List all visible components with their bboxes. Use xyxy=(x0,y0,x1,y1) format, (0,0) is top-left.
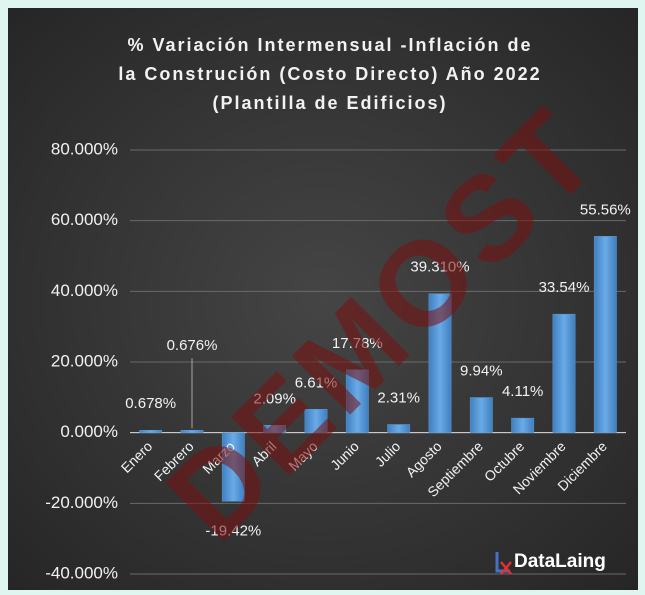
value-label: 9.94% xyxy=(460,363,503,380)
plot-area: -40.000% -20.000% 0.000% 20.000% 40.000% 60.0… xyxy=(45,139,626,582)
value-label: 0.678% xyxy=(125,395,176,412)
y-tick-label: 0.000% xyxy=(60,422,118,441)
bar xyxy=(304,409,328,433)
bar xyxy=(511,417,535,433)
value-label: 0.676% xyxy=(167,337,218,354)
y-tick-label: 80.000% xyxy=(51,139,118,158)
bar xyxy=(345,369,369,433)
bar xyxy=(469,397,493,433)
bar xyxy=(593,236,617,433)
y-tick-label: -20.000% xyxy=(45,493,118,512)
y-tick-label: -40.000% xyxy=(45,563,118,582)
value-label: 6.61% xyxy=(295,374,338,391)
value-label: 2.31% xyxy=(377,389,420,406)
chart-title: (Plantilla de Edificios) xyxy=(212,93,447,113)
logo-icon xyxy=(500,561,512,575)
y-tick-label: 60.000% xyxy=(51,210,118,229)
bar xyxy=(263,425,287,433)
bar xyxy=(180,430,204,433)
y-tick-label: 20.000% xyxy=(51,351,118,370)
logo-icon xyxy=(495,552,510,573)
value-label: 2.09% xyxy=(253,390,296,407)
bar xyxy=(139,430,163,433)
bar xyxy=(552,313,576,433)
bar xyxy=(428,293,452,433)
value-label: -19.42% xyxy=(205,522,261,539)
bar xyxy=(221,432,245,502)
value-label: 17.78% xyxy=(332,335,383,352)
value-label: 4.11% xyxy=(502,383,543,400)
value-label: 55.56% xyxy=(580,201,631,218)
value-label: 39.310% xyxy=(410,259,469,276)
chart-title: % Variación Intermensual -Inflación de xyxy=(127,35,532,55)
chart-title: la Construción (Costo Directo) Año 2022 xyxy=(118,64,541,84)
bar xyxy=(387,424,411,433)
y-tick-label: 40.000% xyxy=(51,281,118,300)
chart-background xyxy=(8,8,638,590)
logo: DataLaing xyxy=(514,551,606,572)
value-label: 33.54% xyxy=(539,279,590,296)
